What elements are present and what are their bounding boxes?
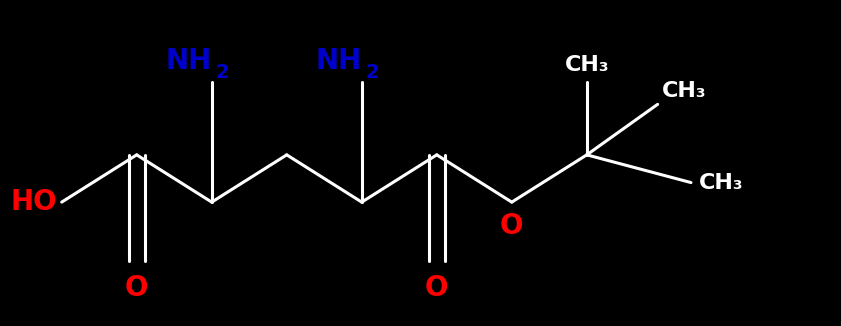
Text: 2: 2 xyxy=(366,63,379,82)
Text: CH₃: CH₃ xyxy=(564,55,609,75)
Text: CH₃: CH₃ xyxy=(700,172,744,193)
Text: O: O xyxy=(425,274,448,302)
Text: NH: NH xyxy=(315,47,362,75)
Text: 2: 2 xyxy=(216,63,230,82)
Text: CH₃: CH₃ xyxy=(662,81,706,101)
Text: O: O xyxy=(125,274,149,302)
Text: NH: NH xyxy=(166,47,212,75)
Text: HO: HO xyxy=(11,188,57,216)
Text: O: O xyxy=(500,212,524,240)
